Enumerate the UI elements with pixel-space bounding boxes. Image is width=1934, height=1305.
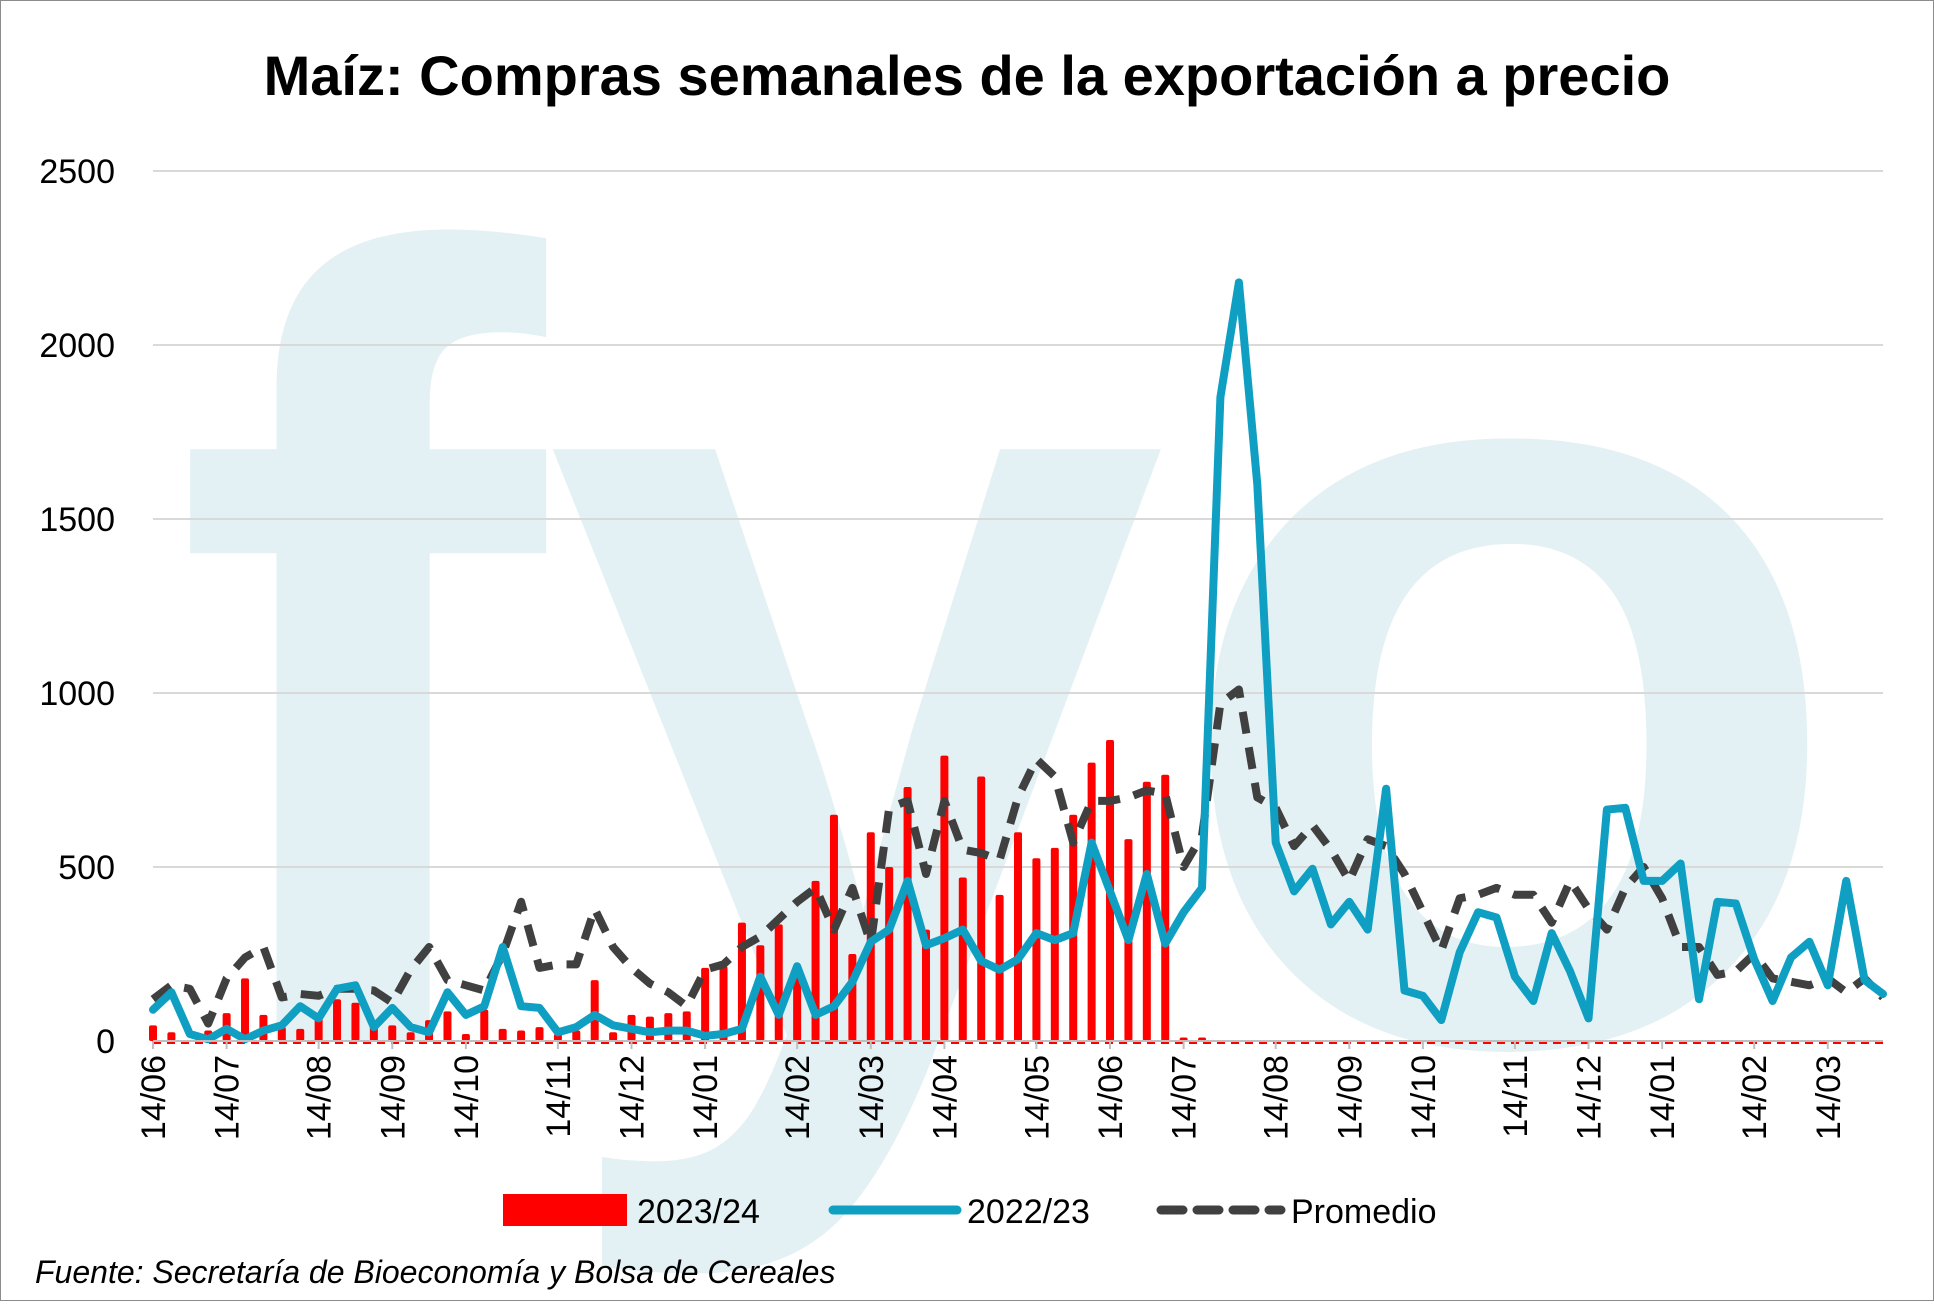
x-tick-label: 14/11 xyxy=(1497,1055,1535,1138)
x-tick-label: 14/07 xyxy=(1166,1055,1204,1140)
legend-swatch-2023-24 xyxy=(503,1194,627,1226)
bar-2023-24 xyxy=(921,929,930,1041)
grid xyxy=(153,170,1883,868)
bar-2023-24 xyxy=(498,1028,507,1041)
watermark-text: fyo xyxy=(171,28,1851,1286)
chart-title: Maíz: Compras semanales de la exportació… xyxy=(264,44,1671,107)
y-tick-label: 1000 xyxy=(39,675,115,713)
bar-2023-24 xyxy=(388,1025,397,1041)
line-promedio xyxy=(150,685,1886,1028)
bar-2023-24 xyxy=(719,966,728,1041)
bar-2023-24 xyxy=(443,1011,452,1041)
bar-2023-24 xyxy=(940,755,949,1041)
y-tick-label: 500 xyxy=(58,849,115,887)
x-tick-label: 14/01 xyxy=(687,1055,725,1140)
bar-2023-24 xyxy=(572,1030,581,1041)
legend-label-2022-23: 2022/23 xyxy=(967,1193,1090,1231)
x-tick-label: 14/05 xyxy=(1018,1055,1056,1140)
bar-2023-24 xyxy=(1032,858,1041,1041)
x-tick-label: 14/02 xyxy=(1736,1055,1774,1140)
bar-2023-24 xyxy=(351,1002,360,1041)
x-tick-label: 14/09 xyxy=(1331,1055,1369,1140)
bar-2023-24 xyxy=(885,867,894,1041)
bar-2023-24 xyxy=(296,1028,305,1041)
bar-2023-24 xyxy=(461,1034,470,1041)
legend-label-2023-24: 2023/24 xyxy=(637,1193,760,1231)
x-tick-label: 14/06 xyxy=(1092,1055,1130,1140)
x-tick-label: 14/01 xyxy=(1644,1055,1682,1140)
line-series xyxy=(149,278,1887,1044)
bar-2023-24 xyxy=(333,999,342,1041)
bar-2023-24 xyxy=(590,980,599,1041)
x-tick-label: 14/07 xyxy=(209,1055,247,1140)
bar-2023-24 xyxy=(756,945,765,1041)
legend: 2023/24 2022/23 Promedio xyxy=(503,1193,1437,1231)
y-tick-label: 2000 xyxy=(39,327,115,365)
x-tick-label: 14/12 xyxy=(1571,1055,1609,1140)
y-tick-label: 0 xyxy=(96,1023,115,1061)
x-tick-label: 14/10 xyxy=(448,1055,486,1140)
x-tick-label: 14/03 xyxy=(853,1055,891,1140)
x-tick-label: 14/03 xyxy=(1810,1055,1848,1140)
bar-2023-24 xyxy=(1161,774,1170,1041)
bar-2023-24 xyxy=(277,1027,286,1041)
source-note: Fuente: Secretaría de Bioeconomía y Bols… xyxy=(35,1254,835,1290)
x-axis-ticks: 14/06 14/07 14/08 14/09 14/10 14/11 14/12 14/01… xyxy=(135,1041,1848,1140)
x-tick-label: 14/10 xyxy=(1405,1055,1443,1140)
bar-2023-24 xyxy=(480,1009,489,1041)
bar-2023-24 xyxy=(406,1032,415,1041)
watermark: fyo xyxy=(171,28,1851,1286)
bar-2023-24 xyxy=(774,924,783,1041)
bar-2023-24 xyxy=(682,1011,691,1041)
bar-2023-24 xyxy=(1087,762,1096,1041)
x-tick-label: 14/06 xyxy=(135,1055,173,1140)
bar-2023-24 xyxy=(958,877,967,1041)
x-tick-label: 14/11 xyxy=(540,1055,578,1138)
bar-2023-24 xyxy=(903,786,912,1041)
y-tick-label: 1500 xyxy=(39,501,115,539)
x-tick-label: 14/09 xyxy=(374,1055,412,1140)
x-tick-label: 14/04 xyxy=(926,1055,964,1140)
x-tick-label: 14/08 xyxy=(1258,1055,1296,1140)
bar-2023-24 xyxy=(1050,847,1059,1041)
bar-2023-24 xyxy=(701,967,710,1041)
bar-2023-24 xyxy=(609,1032,618,1041)
bar-2023-24 xyxy=(1014,832,1022,1041)
bar-2023-24 xyxy=(535,1027,544,1041)
bar-2023-24 xyxy=(149,1025,157,1041)
bar-2023-24 xyxy=(1142,781,1151,1041)
line-2022-23 xyxy=(149,278,1887,1044)
bar-2023-24 xyxy=(167,1032,176,1041)
y-tick-label: 2500 xyxy=(39,153,115,191)
y-axis-ticks: 0 500 1000 1500 2000 2500 xyxy=(39,153,115,1061)
x-tick-label: 14/12 xyxy=(614,1055,652,1140)
legend-label-promedio: Promedio xyxy=(1291,1193,1437,1231)
bar-2023-24 xyxy=(241,978,250,1041)
bar-2023-24 xyxy=(977,776,986,1041)
x-tick-label: 14/02 xyxy=(779,1055,817,1140)
bar-2023-24 xyxy=(793,971,802,1041)
x-tick-label: 14/08 xyxy=(301,1055,339,1140)
bar-2023-24 xyxy=(517,1030,526,1041)
